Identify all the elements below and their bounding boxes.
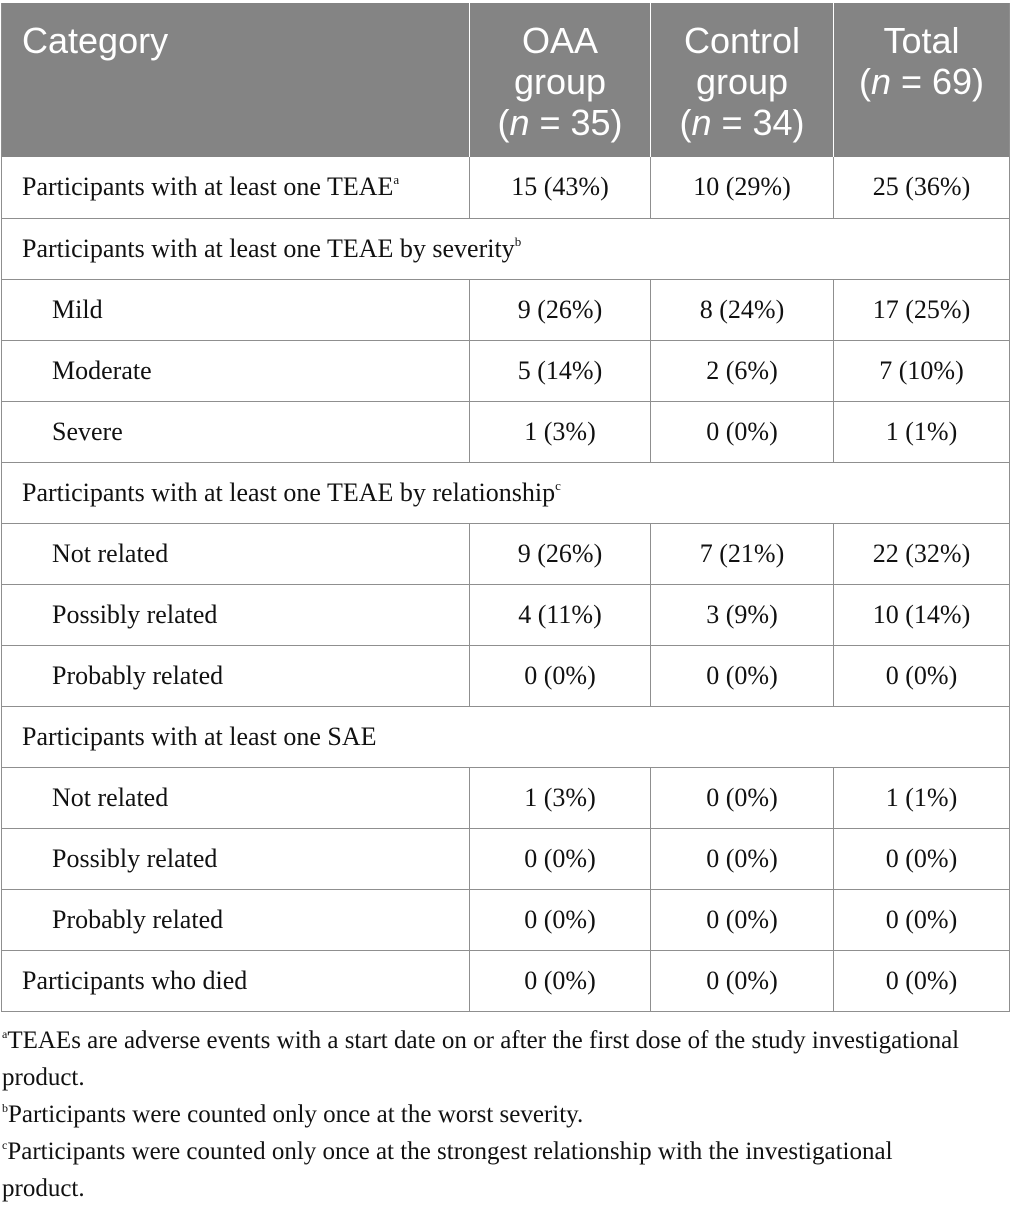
adverse-events-table: Category OAA group (n = 35) Control grou…: [1, 3, 1010, 1012]
header-total: Total (n = 69): [833, 3, 1010, 157]
row-label: Probably related: [1, 644, 470, 707]
table-row: Probably related 0 (0%) 0 (0%) 0 (0%): [1, 644, 1010, 707]
header-control-group: Control group (n = 34): [650, 3, 834, 157]
cell-total: 17 (25%): [833, 278, 1010, 341]
table-row: Participants with at least one TEAEa 15 (…: [1, 157, 1010, 219]
table-row: Severe 1 (3%) 0 (0%) 1 (1%): [1, 400, 1010, 463]
section-label: Participants with at least one TEAE by r…: [1, 461, 1010, 524]
footnote-marker: c: [555, 477, 561, 493]
row-label: Participants with at least one TEAEa: [1, 157, 470, 219]
table-row: Mild 9 (26%) 8 (24%) 17 (25%): [1, 278, 1010, 341]
section-label: Participants with at least one TEAE by s…: [1, 217, 1010, 280]
row-label: Moderate: [1, 339, 470, 402]
cell-total: 10 (14%): [833, 583, 1010, 646]
section-row: Participants with at least one TEAE by s…: [1, 217, 1010, 280]
table-row: Possibly related 4 (11%) 3 (9%) 10 (14%): [1, 583, 1010, 646]
cell-total: 0 (0%): [833, 888, 1010, 951]
header-row: Category OAA group (n = 35) Control grou…: [1, 3, 1010, 157]
table-row: Not related 9 (26%) 7 (21%) 22 (32%): [1, 522, 1010, 585]
row-label: Mild: [1, 278, 470, 341]
row-label: Not related: [1, 766, 470, 829]
cell-oaa-group: 1 (3%): [469, 400, 651, 463]
cell-control-group: 3 (9%): [650, 583, 834, 646]
footnote-marker: a: [393, 172, 400, 188]
table-footnotes: aTEAEs are adverse events with a start d…: [0, 1012, 993, 1207]
cell-total: 0 (0%): [833, 949, 1010, 1012]
cell-oaa-group: 0 (0%): [469, 949, 651, 1012]
cell-oaa-group: 0 (0%): [469, 644, 651, 707]
cell-total: 0 (0%): [833, 827, 1010, 890]
row-label: Not related: [1, 522, 470, 585]
cell-oaa-group: 0 (0%): [469, 827, 651, 890]
table-row: Possibly related 0 (0%) 0 (0%) 0 (0%): [1, 827, 1010, 890]
row-label: Probably related: [1, 888, 470, 951]
cell-oaa-group: 5 (14%): [469, 339, 651, 402]
cell-control-group: 0 (0%): [650, 888, 834, 951]
cell-total: 0 (0%): [833, 644, 1010, 707]
row-label: Severe: [1, 400, 470, 463]
cell-total: 1 (1%): [833, 766, 1010, 829]
row-label: Participants who died: [1, 949, 470, 1012]
cell-control-group: 0 (0%): [650, 949, 834, 1012]
cell-control-group: 2 (6%): [650, 339, 834, 402]
cell-control-group: 0 (0%): [650, 644, 834, 707]
cell-control-group: 0 (0%): [650, 827, 834, 890]
footnote-text: Participants were counted only once at t…: [2, 1137, 893, 1202]
section-label: Participants with at least one SAE: [1, 705, 1010, 768]
row-label: Possibly related: [1, 827, 470, 890]
header-oaa-group: OAA group (n = 35): [469, 3, 651, 157]
footnote-marker: a: [2, 1026, 8, 1041]
footnote-marker: b: [2, 1100, 8, 1115]
cell-control-group: 10 (29%): [650, 157, 834, 219]
section-row: Participants with at least one TEAE by r…: [1, 461, 1010, 524]
table-header: Category OAA group (n = 35) Control grou…: [1, 3, 1010, 157]
cell-total: 1 (1%): [833, 400, 1010, 463]
table-row: Moderate 5 (14%) 2 (6%) 7 (10%): [1, 339, 1010, 402]
footnote-marker: c: [2, 1137, 8, 1152]
footnote-marker: b: [514, 233, 522, 249]
cell-total: 25 (36%): [833, 157, 1010, 219]
table-row: Probably related 0 (0%) 0 (0%) 0 (0%): [1, 888, 1010, 951]
cell-control-group: 0 (0%): [650, 766, 834, 829]
footnote: aTEAEs are adverse events with a start d…: [2, 1022, 977, 1096]
section-row: Participants with at least one SAE: [1, 705, 1010, 768]
cell-oaa-group: 4 (11%): [469, 583, 651, 646]
footnote-text: TEAEs are adverse events with a start da…: [2, 1026, 960, 1091]
cell-total: 22 (32%): [833, 522, 1010, 585]
header-category: Category: [1, 3, 470, 157]
cell-oaa-group: 0 (0%): [469, 888, 651, 951]
row-label: Possibly related: [1, 583, 470, 646]
table-body: Participants with at least one TEAEa 15 (…: [1, 157, 1010, 1012]
footnote-text: Participants were counted only once at t…: [8, 1100, 584, 1128]
cell-total: 7 (10%): [833, 339, 1010, 402]
footnote: cParticipants were counted only once at …: [2, 1133, 977, 1207]
cell-control-group: 7 (21%): [650, 522, 834, 585]
cell-control-group: 8 (24%): [650, 278, 834, 341]
cell-oaa-group: 9 (26%): [469, 278, 651, 341]
cell-oaa-group: 9 (26%): [469, 522, 651, 585]
footnote: bParticipants were counted only once at …: [2, 1096, 977, 1133]
cell-oaa-group: 15 (43%): [469, 157, 651, 219]
table-row: Not related 1 (3%) 0 (0%) 1 (1%): [1, 766, 1010, 829]
cell-oaa-group: 1 (3%): [469, 766, 651, 829]
table-row: Participants who died 0 (0%) 0 (0%) 0 (0%): [1, 949, 1010, 1012]
cell-control-group: 0 (0%): [650, 400, 834, 463]
